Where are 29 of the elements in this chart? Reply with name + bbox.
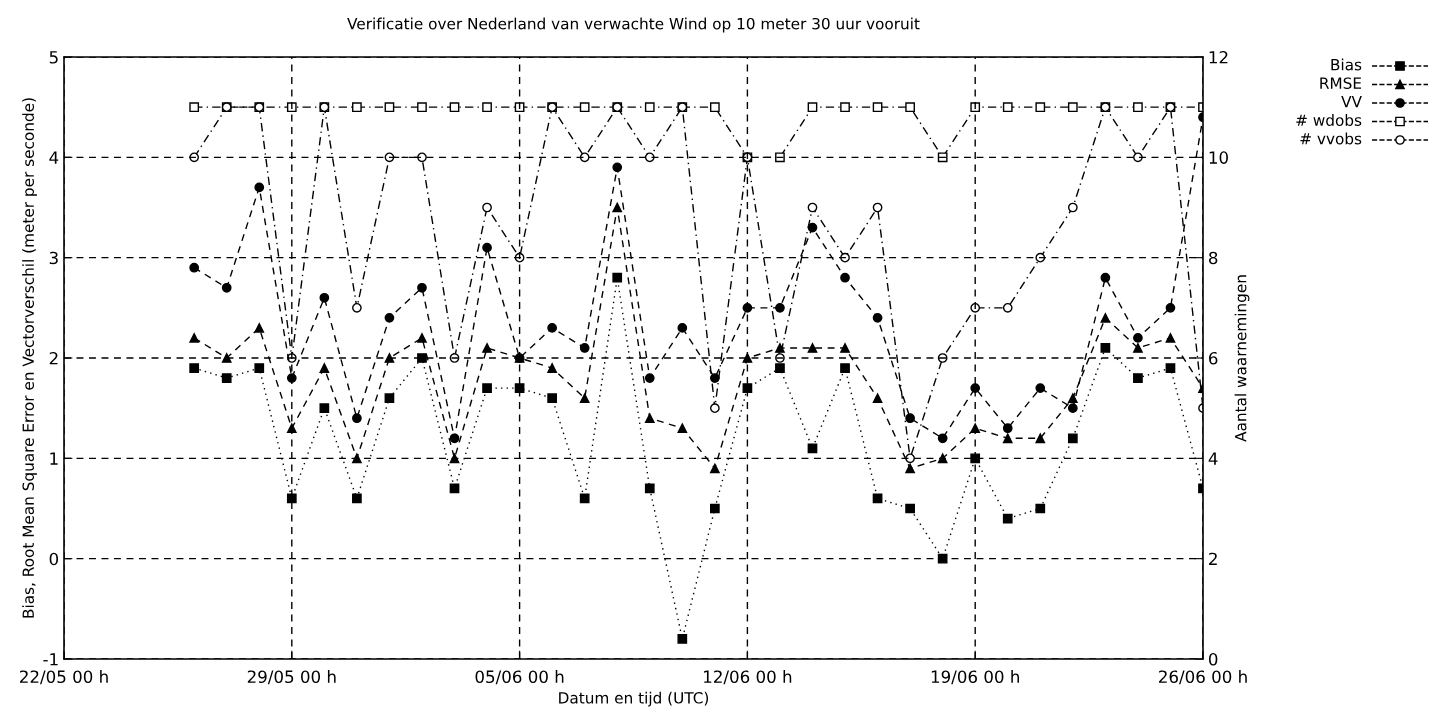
legend-label: Bias — [1331, 58, 1362, 71]
x-tick-label: 19/06 00 h — [931, 670, 1019, 685]
y2-tick-label: 10 — [1209, 151, 1228, 164]
y-tick-label: -1 — [43, 653, 58, 666]
legend-label: VV — [1341, 96, 1362, 108]
y2-axis-title: Aantal waarnemingen — [1234, 275, 1250, 442]
legend-label: # vvobs — [1300, 132, 1362, 145]
x-tick-label: 22/05 00 h — [20, 670, 108, 685]
y-tick-label: 2 — [49, 351, 58, 365]
legend-label: RMSE — [1320, 77, 1362, 89]
y-tick-label: 0 — [49, 552, 59, 566]
chart-title: Verificatie over Nederland van verwachte Wind op 10 meter 30 uur vooruit — [347, 17, 920, 33]
y-tick-label: 1 — [50, 452, 58, 465]
y-tick-label: 5 — [49, 51, 58, 64]
y2-tick-label: 4 — [1208, 452, 1218, 465]
y-tick-label: 3 — [49, 251, 58, 265]
y-axis-title: Bias, Root Mean Square Error en Vectorverschil (meter per seconde) — [22, 98, 37, 618]
legend-label: # wdobs — [1296, 114, 1362, 126]
y2-tick-label: 2 — [1209, 552, 1217, 565]
y2-tick-label: 0 — [1208, 652, 1218, 666]
y-tick-label: 4 — [49, 151, 59, 164]
y2-tick-label: 6 — [1209, 351, 1218, 365]
y2-tick-label: 8 — [1208, 251, 1218, 265]
x-tick-label: 29/05 00 h — [247, 670, 336, 685]
y2-tick-label: 12 — [1209, 50, 1228, 64]
x-axis-title: Datum en tijd (UTC) — [559, 691, 709, 707]
x-tick-label: 26/06 00 h — [1159, 670, 1247, 685]
x-tick-label: 12/06 00 h — [704, 670, 792, 685]
x-tick-label: 05/06 00 h — [475, 670, 564, 685]
